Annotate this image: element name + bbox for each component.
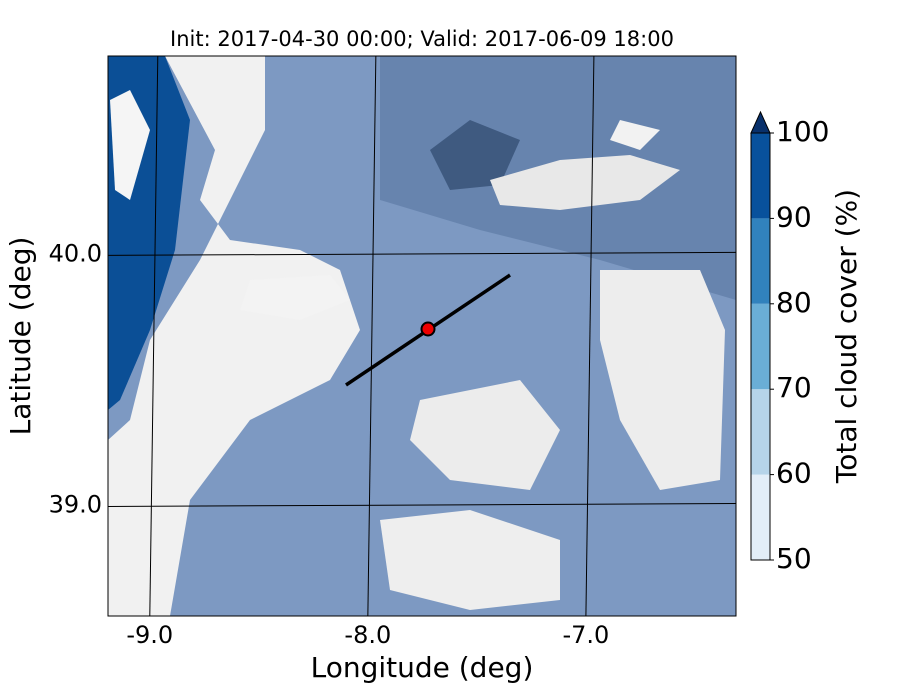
clear-area	[610, 120, 660, 150]
x-tick-label: -9.0	[126, 621, 173, 649]
clear-area	[380, 510, 560, 610]
colorbar-segment	[751, 303, 770, 390]
x-tick-label: -7.0	[562, 621, 609, 649]
colorbar-frame	[750, 132, 771, 561]
clear-area	[110, 90, 150, 200]
colorbar-tick-label: 50	[776, 542, 812, 575]
colorbar-tick-label: 70	[776, 371, 812, 404]
grid-line	[367, 55, 377, 617]
grid-line	[107, 503, 737, 508]
plot-frame	[107, 55, 737, 617]
clear-area	[600, 270, 725, 490]
y-tick-label: 39.0	[49, 491, 102, 519]
grid-line	[149, 55, 159, 617]
title: Init: 2017-04-30 00:00; Valid: 2017-06-0…	[170, 27, 674, 51]
grid-line	[107, 251, 737, 256]
y-tick-label: 40.0	[49, 239, 102, 267]
clear-area	[240, 275, 350, 320]
colorbar-segment	[751, 218, 770, 304]
colorbar-label: Total cloud cover (%)	[830, 189, 863, 484]
clear-area	[410, 380, 560, 490]
map-field	[108, 56, 736, 616]
colorbar-segment	[751, 389, 770, 475]
colorbar-segment	[751, 474, 770, 560]
x-tick-label: -8.0	[344, 621, 391, 649]
x-axis-label: Longitude (deg)	[311, 651, 534, 684]
colorbar-segment	[751, 133, 770, 219]
colorbar-extend	[750, 110, 771, 134]
colorbar-tick-label: 100	[776, 115, 829, 148]
clear-area	[490, 155, 680, 210]
y-axis-label: Latitude (deg)	[4, 237, 37, 436]
terrain	[430, 120, 520, 190]
colorbar-tick-label: 90	[776, 200, 812, 233]
colorbar-tick-label: 80	[776, 286, 812, 319]
colorbar-tick-label: 60	[776, 457, 812, 490]
grid-line	[585, 55, 595, 617]
grid	[107, 55, 737, 617]
clear-area	[108, 56, 360, 616]
location-marker	[420, 321, 436, 337]
